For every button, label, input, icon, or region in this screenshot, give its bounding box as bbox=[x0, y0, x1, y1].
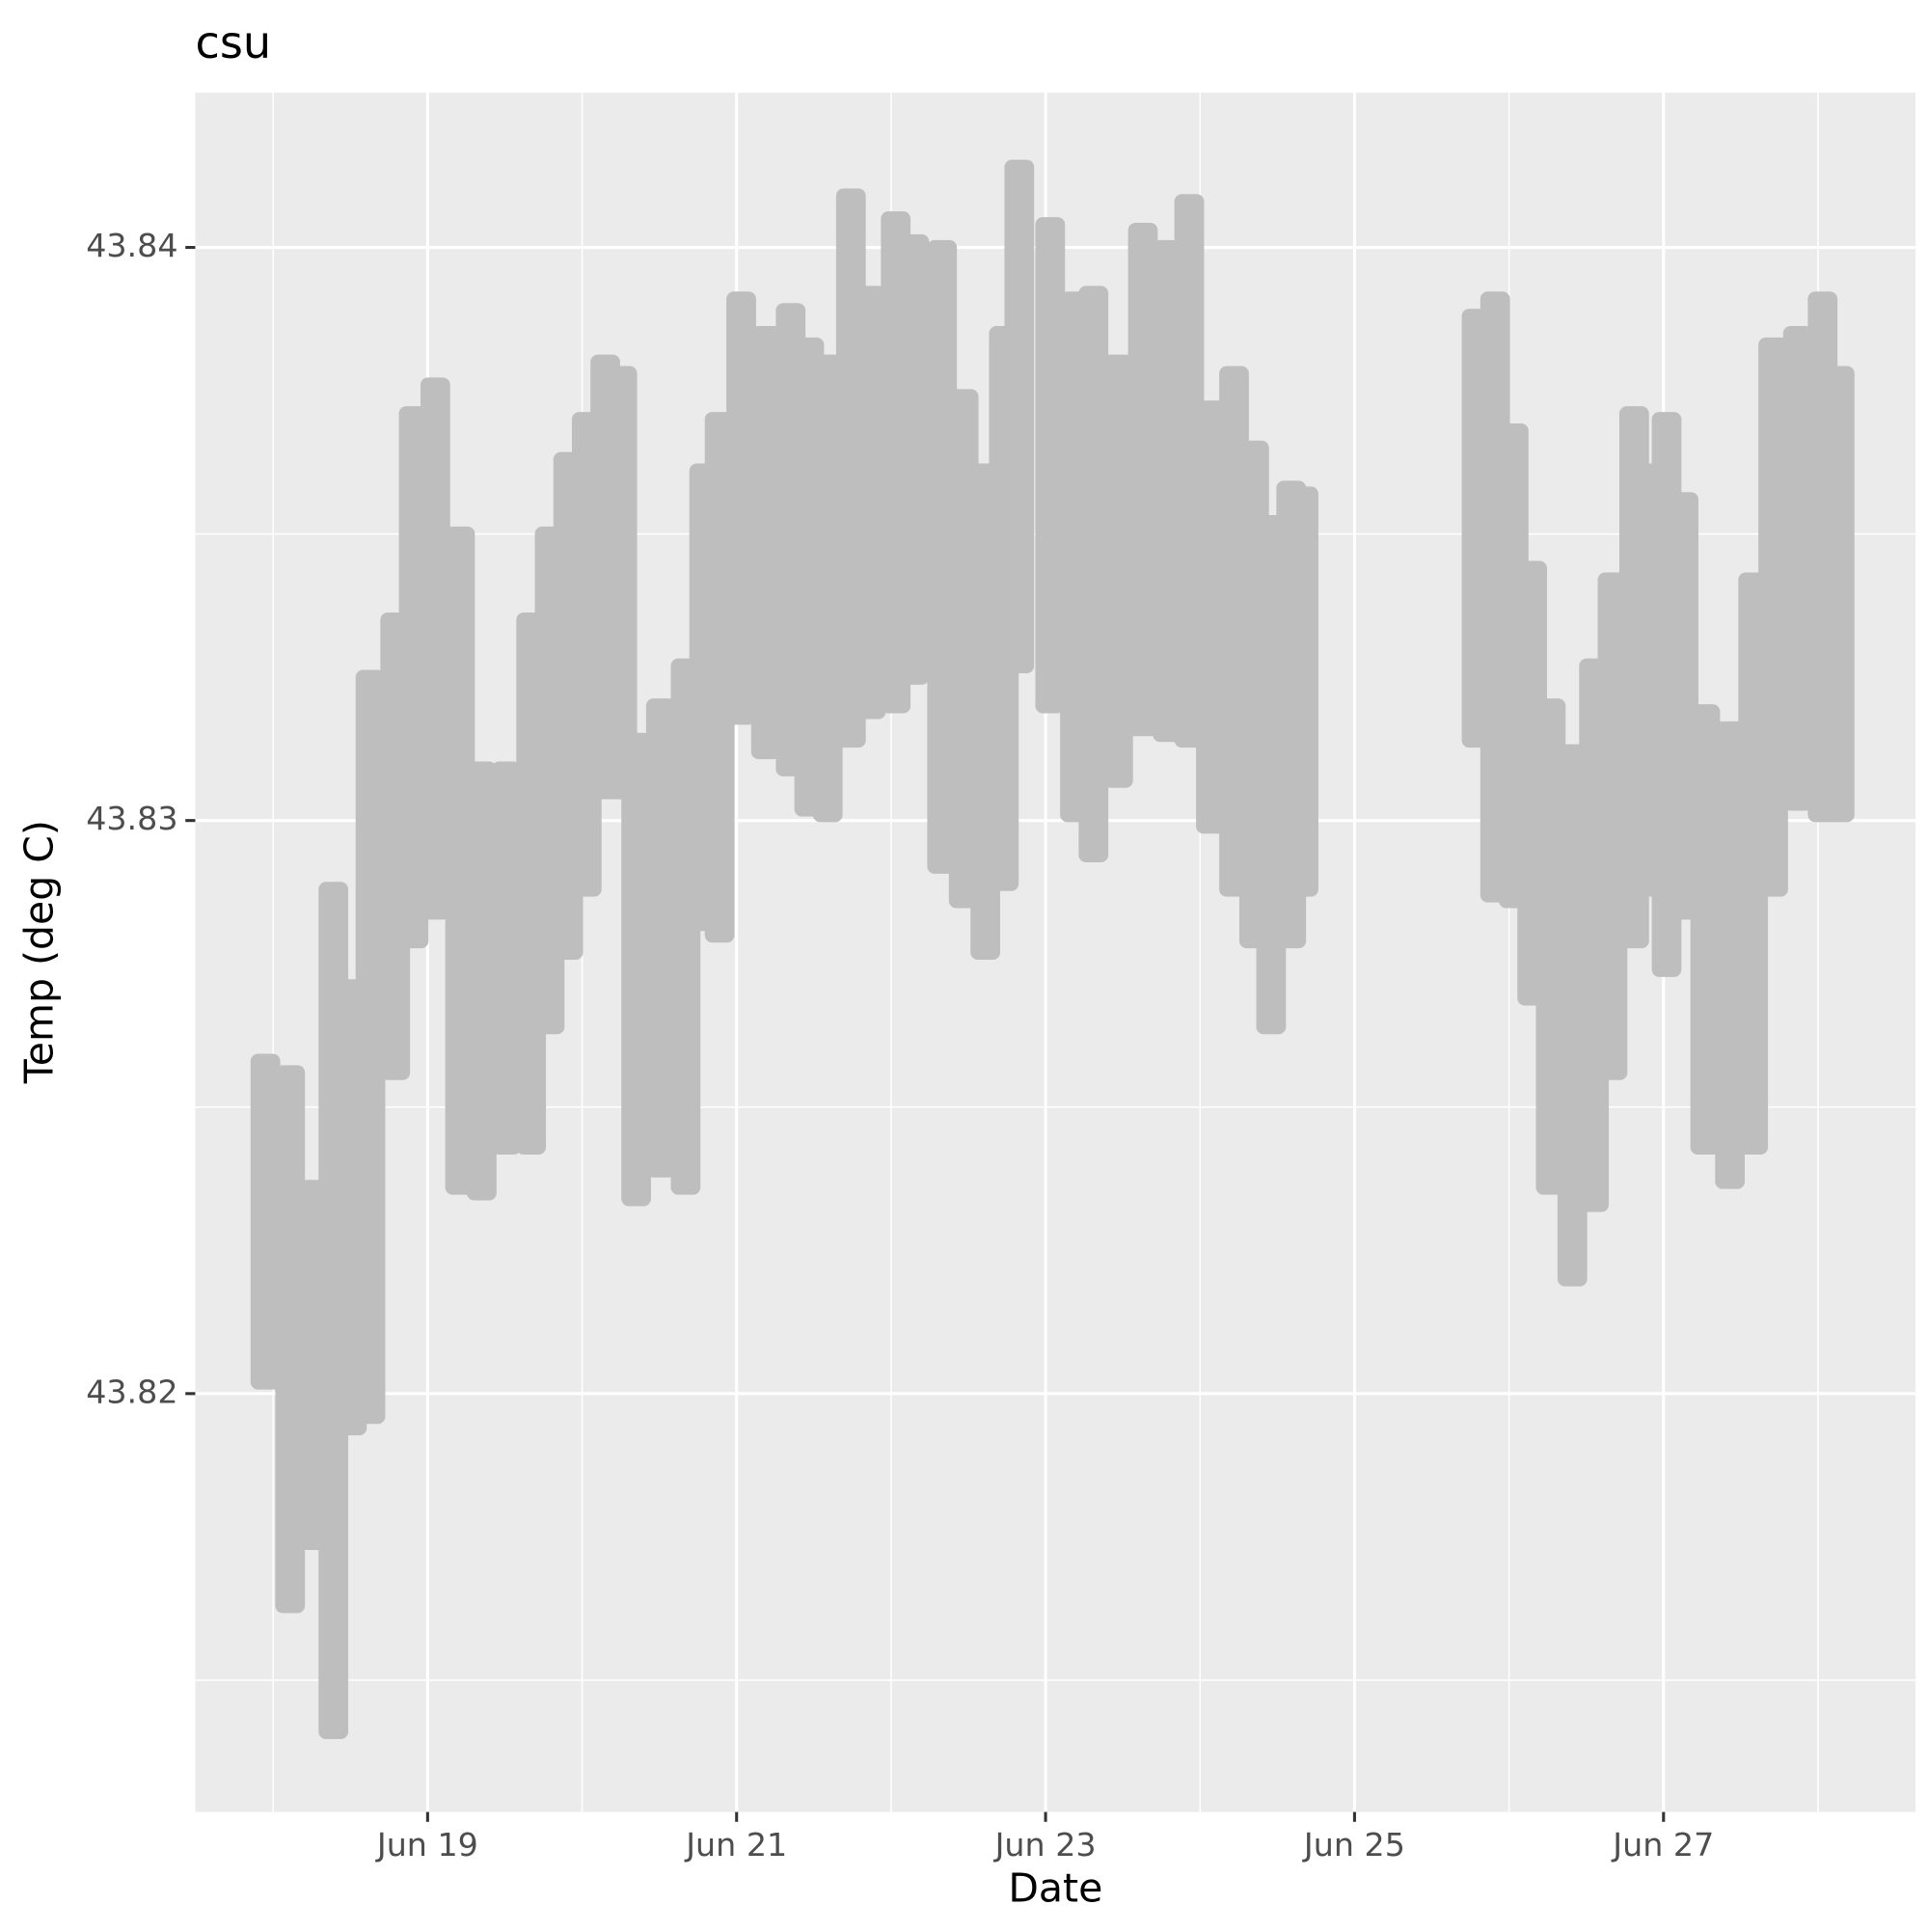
y-axis-title: Temp (deg C) bbox=[16, 820, 63, 1084]
point-range bbox=[420, 377, 450, 920]
x-tick-label: Jun 21 bbox=[684, 1826, 787, 1864]
y-tick-label: 43.83 bbox=[86, 800, 177, 837]
point-range bbox=[750, 325, 781, 760]
point-range bbox=[812, 354, 843, 823]
point-range bbox=[1035, 217, 1066, 714]
point-range bbox=[491, 761, 522, 1156]
y-tick-label: 43.84 bbox=[86, 227, 177, 264]
point-range bbox=[899, 233, 930, 685]
point-range bbox=[1782, 325, 1813, 811]
point-range bbox=[250, 1053, 281, 1390]
x-tick-label: Jun 19 bbox=[375, 1826, 478, 1864]
point-range bbox=[1690, 704, 1721, 1156]
point-range bbox=[1127, 223, 1158, 737]
x-axis-title: Date bbox=[1008, 1865, 1102, 1912]
chart-title: csu bbox=[195, 16, 271, 68]
point-range bbox=[1289, 486, 1318, 897]
point-range bbox=[275, 1065, 306, 1614]
point-range bbox=[855, 286, 886, 720]
point-range bbox=[645, 698, 676, 1178]
point-range bbox=[355, 669, 386, 1425]
x-tick-label: Jun 27 bbox=[1611, 1826, 1714, 1864]
point-range bbox=[1004, 159, 1035, 673]
point-range bbox=[1102, 354, 1133, 788]
point-range bbox=[726, 291, 756, 725]
point-range bbox=[1758, 337, 1788, 897]
point-range bbox=[1196, 400, 1226, 834]
point-range bbox=[607, 366, 638, 800]
point-range bbox=[621, 732, 651, 1207]
x-tick-label: Jun 23 bbox=[993, 1826, 1097, 1864]
point-range bbox=[1078, 286, 1109, 863]
x-tick-label: Jun 25 bbox=[1302, 1826, 1405, 1864]
point-range bbox=[467, 761, 497, 1201]
point-range bbox=[1825, 366, 1855, 823]
point-range bbox=[1715, 721, 1746, 1189]
y-tick-label: 43.82 bbox=[86, 1373, 177, 1410]
